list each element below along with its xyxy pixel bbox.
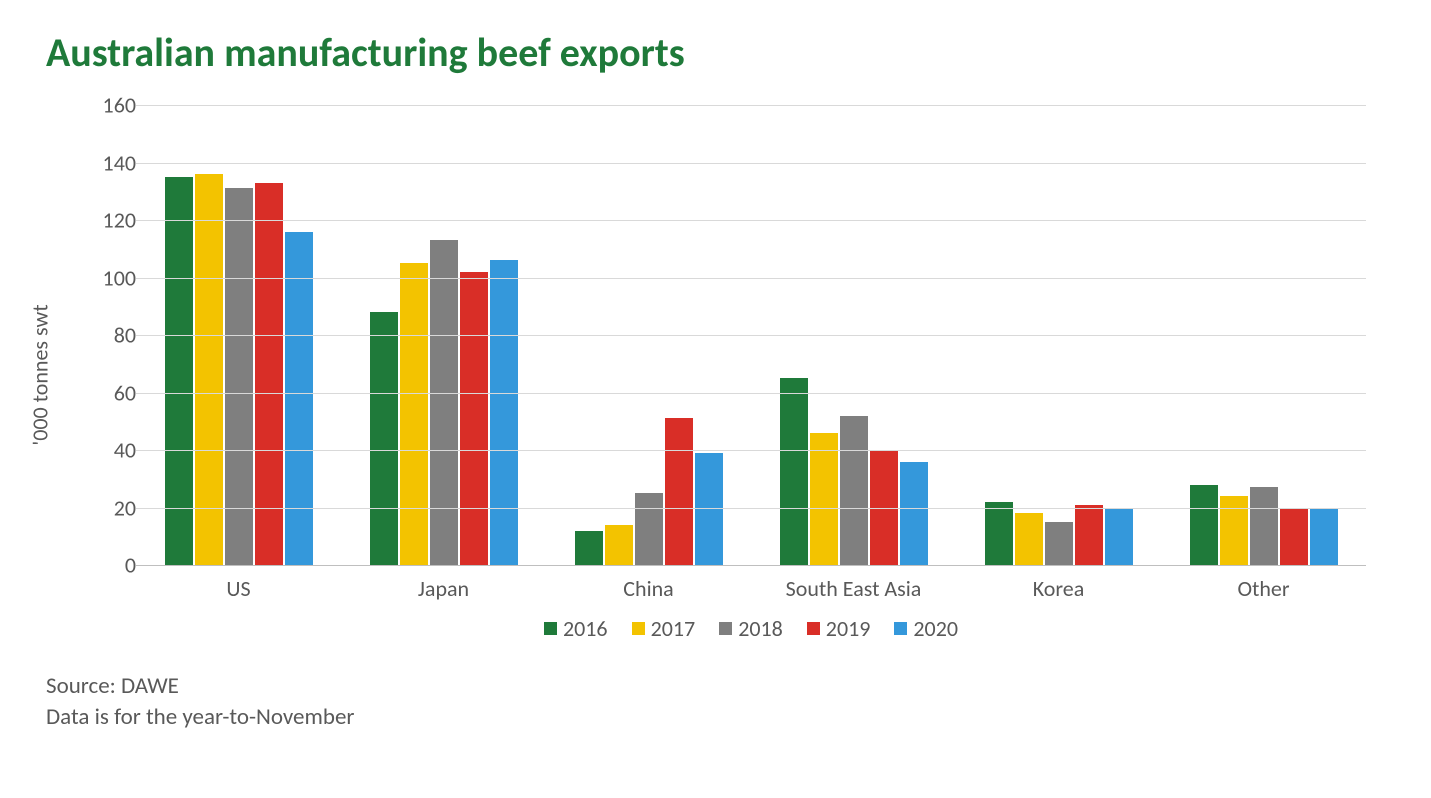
y-tick-label: 120 xyxy=(76,207,136,234)
gridline xyxy=(136,450,1366,451)
legend-swatch xyxy=(544,622,557,635)
x-tick-label: China xyxy=(623,575,673,602)
bar xyxy=(1105,508,1133,566)
bar xyxy=(1015,513,1043,565)
y-tick-label: 160 xyxy=(76,92,136,119)
gridline xyxy=(136,163,1366,164)
chart-footer: Source: DAWE Data is for the year-to-Nov… xyxy=(46,671,1385,733)
chart-title: Australian manufacturing beef exports xyxy=(46,28,1385,77)
bar xyxy=(985,502,1013,565)
bar xyxy=(575,531,603,566)
y-tick-label: 80 xyxy=(76,322,136,349)
gridline xyxy=(136,278,1366,279)
legend-label: 2016 xyxy=(563,615,608,642)
plot-area xyxy=(136,105,1366,566)
bar xyxy=(840,416,868,566)
footer-note: Data is for the year-to-November xyxy=(46,702,1385,733)
bar xyxy=(460,272,488,565)
bar xyxy=(430,240,458,565)
footer-source: Source: DAWE xyxy=(46,671,1385,702)
bar xyxy=(1220,496,1248,565)
legend-label: 2018 xyxy=(738,615,783,642)
bar xyxy=(370,312,398,565)
legend-item: 2017 xyxy=(632,615,696,642)
x-tick-label: Korea xyxy=(1033,575,1085,602)
bar xyxy=(1250,487,1278,565)
bar xyxy=(400,263,428,565)
bar xyxy=(195,174,223,565)
legend-swatch xyxy=(632,622,645,635)
bar xyxy=(490,260,518,565)
x-tick-label: US xyxy=(226,575,250,602)
legend-label: 2019 xyxy=(826,615,871,642)
bar xyxy=(1190,485,1218,566)
legend-swatch xyxy=(719,622,732,635)
legend-label: 2017 xyxy=(651,615,696,642)
bar xyxy=(665,418,693,565)
x-tick-label: South East Asia xyxy=(786,575,922,602)
bar xyxy=(1045,522,1073,565)
gridline xyxy=(136,393,1366,394)
gridline xyxy=(136,335,1366,336)
legend-label: 2020 xyxy=(913,615,958,642)
bar xyxy=(635,493,663,565)
bar xyxy=(225,188,253,565)
y-tick-label: 60 xyxy=(76,379,136,406)
bar xyxy=(695,453,723,565)
gridline xyxy=(136,105,1366,106)
bar xyxy=(605,525,633,565)
bar xyxy=(1310,508,1338,566)
legend-swatch xyxy=(807,622,820,635)
y-tick-label: 40 xyxy=(76,437,136,464)
y-tick-label: 20 xyxy=(76,494,136,521)
bar xyxy=(285,232,313,566)
legend: 2016 2017 2018 2019 2020 xyxy=(136,615,1366,642)
legend-item: 2020 xyxy=(894,615,958,642)
bar xyxy=(1280,508,1308,566)
bar xyxy=(810,433,838,565)
y-axis-label: '000 tonnes swt xyxy=(27,304,54,445)
legend-item: 2016 xyxy=(544,615,608,642)
chart-page: Australian manufacturing beef exports '0… xyxy=(0,0,1431,798)
y-tick-label: 100 xyxy=(76,264,136,291)
legend-item: 2019 xyxy=(807,615,871,642)
bar xyxy=(1075,505,1103,565)
bar xyxy=(780,378,808,565)
gridline xyxy=(136,220,1366,221)
y-tick-label: 140 xyxy=(76,149,136,176)
y-tick-label: 0 xyxy=(76,552,136,579)
legend-item: 2018 xyxy=(719,615,783,642)
chart-container: '000 tonnes swt 020406080100120140160 US… xyxy=(46,95,1376,655)
bar xyxy=(900,462,928,566)
gridline xyxy=(136,508,1366,509)
x-tick-label: Other xyxy=(1237,575,1289,602)
legend-swatch xyxy=(894,622,907,635)
x-tick-label: Japan xyxy=(418,575,469,602)
